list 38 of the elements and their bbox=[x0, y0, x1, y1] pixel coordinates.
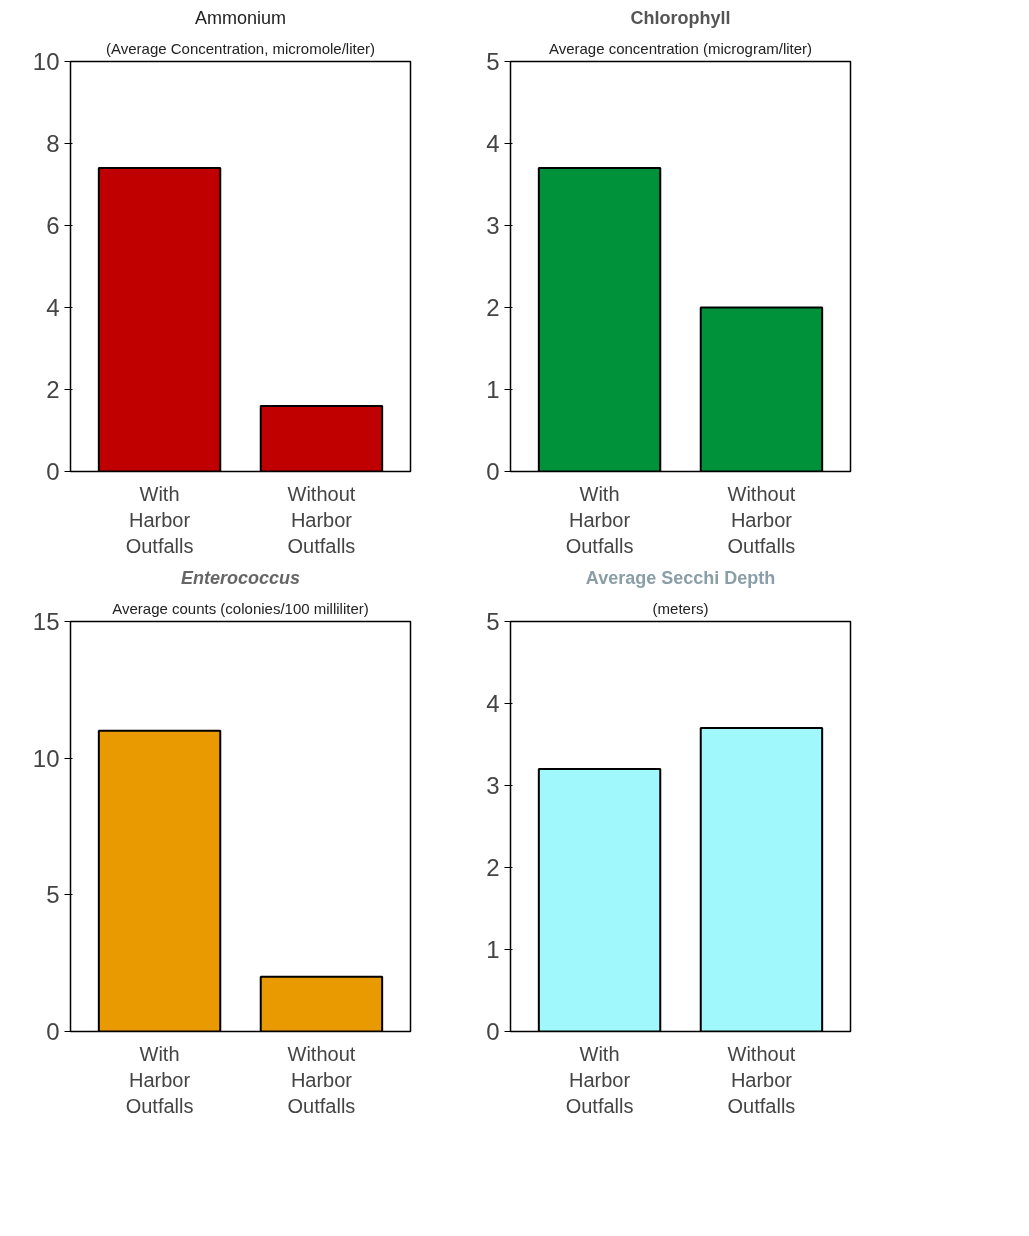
y-tick-label: 2 bbox=[486, 854, 500, 881]
chart-title: Ammonium bbox=[194, 7, 287, 28]
y-tick-label: 10 bbox=[32, 48, 60, 75]
y-tick-label: 4 bbox=[486, 130, 500, 157]
x-tick-label: Without Harbor Outfalls bbox=[287, 1042, 356, 1118]
x-tick-label: With Harbor Outfalls bbox=[565, 1042, 634, 1118]
y-tick-label: 4 bbox=[46, 294, 60, 321]
y-tick-label: 10 bbox=[32, 744, 60, 772]
chart-title: Average Secchi Depth bbox=[585, 567, 776, 588]
y-tick-label: 6 bbox=[46, 212, 60, 239]
chart-subtitle: Average concentration (microgram/liter) bbox=[548, 39, 813, 57]
y-tick-label: 0 bbox=[486, 1018, 500, 1045]
y-tick-label: 5 bbox=[486, 608, 500, 635]
y-tick-label: 0 bbox=[486, 458, 500, 485]
x-tick-label: With Harbor Outfalls bbox=[565, 482, 634, 558]
y-tick-label: 2 bbox=[486, 294, 500, 321]
chart-subtitle: (meters) bbox=[652, 599, 709, 617]
y-tick-label: 15 bbox=[32, 608, 60, 635]
x-tick-label: With Harbor Outfalls bbox=[125, 1042, 194, 1118]
y-tick-label: 1 bbox=[486, 936, 500, 963]
y-tick-label: 0 bbox=[46, 1018, 60, 1045]
y-tick-label: 8 bbox=[46, 130, 60, 157]
y-tick-label: 3 bbox=[486, 212, 500, 239]
x-tick-label: Without Harbor Outfalls bbox=[727, 482, 796, 558]
chart-title: Enterococcus bbox=[180, 567, 301, 588]
y-tick-label: 5 bbox=[486, 48, 500, 75]
chart-subtitle: Average counts (colonies/100 milliliter) bbox=[112, 599, 369, 617]
chart-subtitle: (Average Concentration, micromole/liter) bbox=[106, 39, 375, 57]
y-tick-label: 4 bbox=[486, 690, 500, 717]
x-tick-label: Without Harbor Outfalls bbox=[727, 1042, 796, 1118]
y-tick-label: 5 bbox=[46, 881, 60, 909]
chart-title: Chlorophyll bbox=[630, 7, 731, 28]
y-tick-label: 1 bbox=[486, 376, 500, 403]
y-tick-label: 0 bbox=[46, 458, 60, 485]
y-tick-label: 2 bbox=[46, 376, 60, 403]
y-tick-label: 3 bbox=[486, 772, 500, 799]
x-tick-label: Without Harbor Outfalls bbox=[287, 482, 356, 558]
x-tick-label: With Harbor Outfalls bbox=[125, 482, 194, 558]
